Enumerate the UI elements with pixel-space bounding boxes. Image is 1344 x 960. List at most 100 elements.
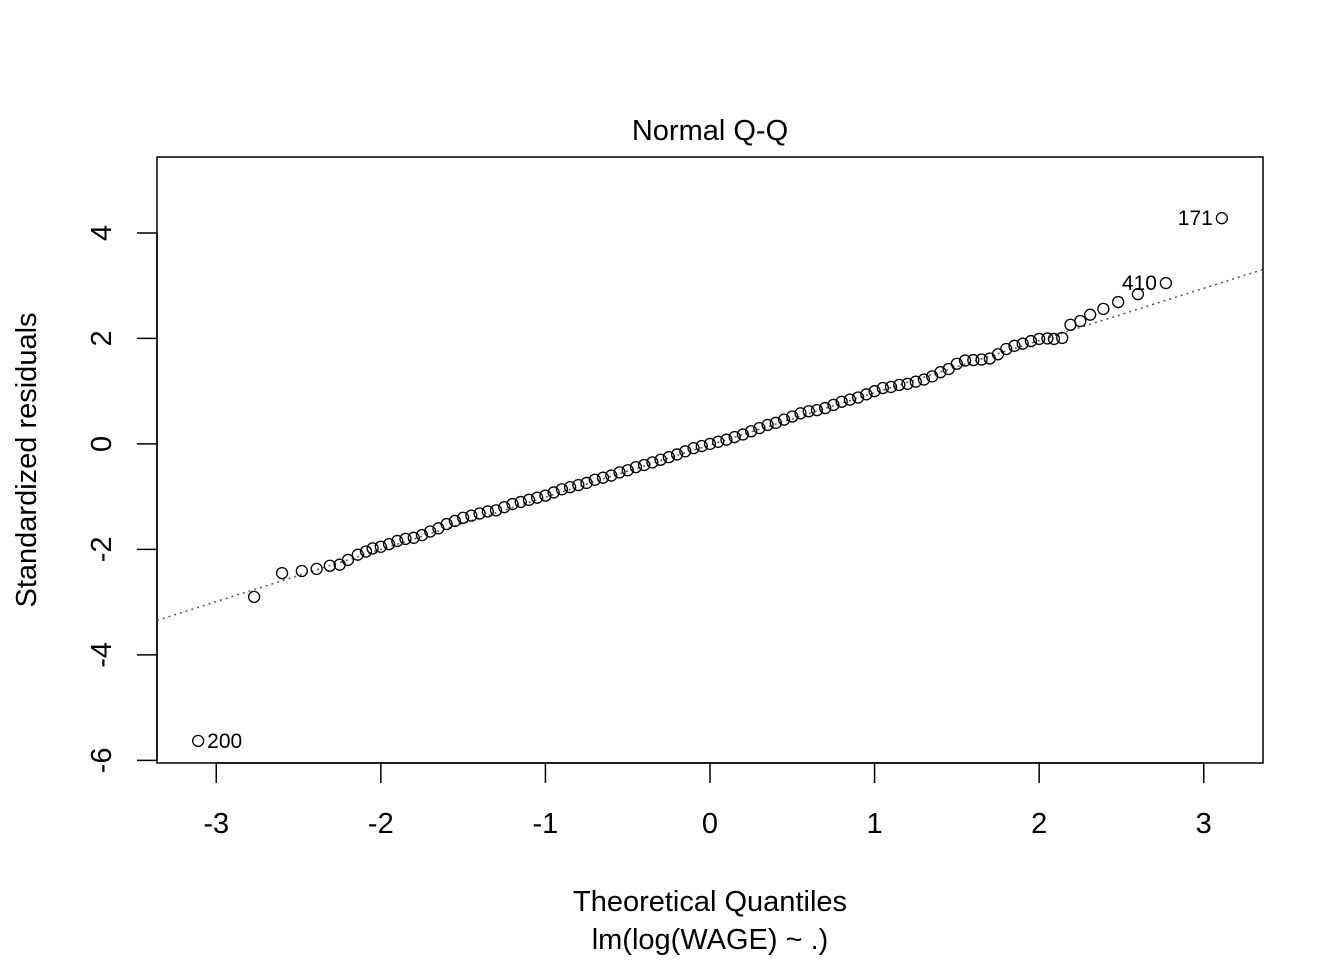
data-point [613,466,626,479]
data-point [967,353,980,367]
data-point [1016,337,1029,350]
data-point [1000,342,1013,356]
data-point [893,378,906,391]
plot-frame [156,156,1264,764]
data-point [588,473,601,486]
point-label: 200 [207,730,242,753]
data-point [456,511,470,524]
x-tick-label: 2 [1031,808,1047,840]
data-point [498,501,511,514]
x-tick-label: 0 [702,808,718,840]
data-point [629,460,643,474]
data-point [638,458,651,472]
y-axis-label: Standardized residuals [11,312,43,607]
data-point [275,566,289,580]
data-point [917,373,931,386]
data-point [572,478,585,492]
data-point [514,495,527,509]
data-point [753,421,766,435]
y-tick-label: -6 [86,747,118,773]
data-point [621,464,634,477]
data-point [547,486,560,499]
data-point [424,525,437,538]
data-point [670,448,684,461]
reference-line [156,268,1264,622]
data-point [1056,331,1069,345]
data-point [662,450,676,464]
data-point [794,407,807,420]
data-point [1131,287,1145,301]
data-point [596,471,610,484]
chart-title: Normal Q-Q [632,115,788,147]
data-point [695,439,708,453]
data-point [703,437,717,451]
data-point [1041,332,1054,345]
point-label: 410 [1122,272,1157,295]
data-point [1112,295,1125,309]
data-point [605,469,618,482]
point-labels: 200 410 171 [207,207,1213,753]
data-point [1024,334,1038,348]
data-point [247,590,261,604]
data-point [323,559,336,572]
data-point [646,456,659,469]
x-tick-label: 1 [867,808,883,840]
data-point [191,734,205,747]
x-axis: -3 -2 -1 0 1 2 3 [203,762,1212,840]
data-point [744,425,758,438]
y-tick-label: -2 [86,536,118,562]
data-point [341,553,355,567]
data-point [728,430,741,444]
data-point [531,491,544,504]
data-point [374,540,387,553]
data-point [1215,212,1229,225]
points [191,212,1229,747]
data-point [827,398,840,412]
data-point [884,380,898,394]
data-point [975,353,988,366]
data-point [720,433,733,446]
data-point [522,493,536,506]
x-axis-label: Theoretical Quantiles [573,886,847,918]
data-point [777,413,791,426]
y-tick-label: 0 [86,436,118,452]
data-point [555,483,569,496]
data-point [860,388,873,401]
data-point [1084,308,1097,321]
data-point [679,445,692,458]
chart-subtitle: lm(log(WAGE) ~ .) [592,924,829,956]
x-tick-label: -3 [203,808,229,840]
data-point [950,357,964,370]
data-point [489,504,503,517]
y-tick-label: 4 [86,225,118,241]
data-point [310,562,323,576]
data-point [382,537,396,551]
data-point [802,405,815,418]
y-axis: -6 -4 -2 0 2 4 [86,225,158,773]
data-point [687,441,700,455]
data-point [399,532,412,545]
data-point [391,534,404,548]
data-point [359,545,373,558]
data-point [415,529,429,542]
data-point [769,416,782,429]
point-label: 171 [1178,207,1213,230]
data-point [1097,302,1110,316]
data-point [819,401,832,415]
data-point [440,517,453,531]
data-point [1074,314,1087,328]
data-point [843,393,857,406]
data-point [851,391,865,404]
data-point [934,366,947,379]
data-point [539,489,552,502]
data-point [563,481,577,494]
data-point [786,410,799,423]
data-point [366,542,379,555]
data-point [654,453,667,466]
data-point [736,428,750,441]
y-tick-label: 2 [86,330,118,346]
data-point [1047,332,1061,346]
data-point [761,418,774,432]
data-point [448,514,462,528]
